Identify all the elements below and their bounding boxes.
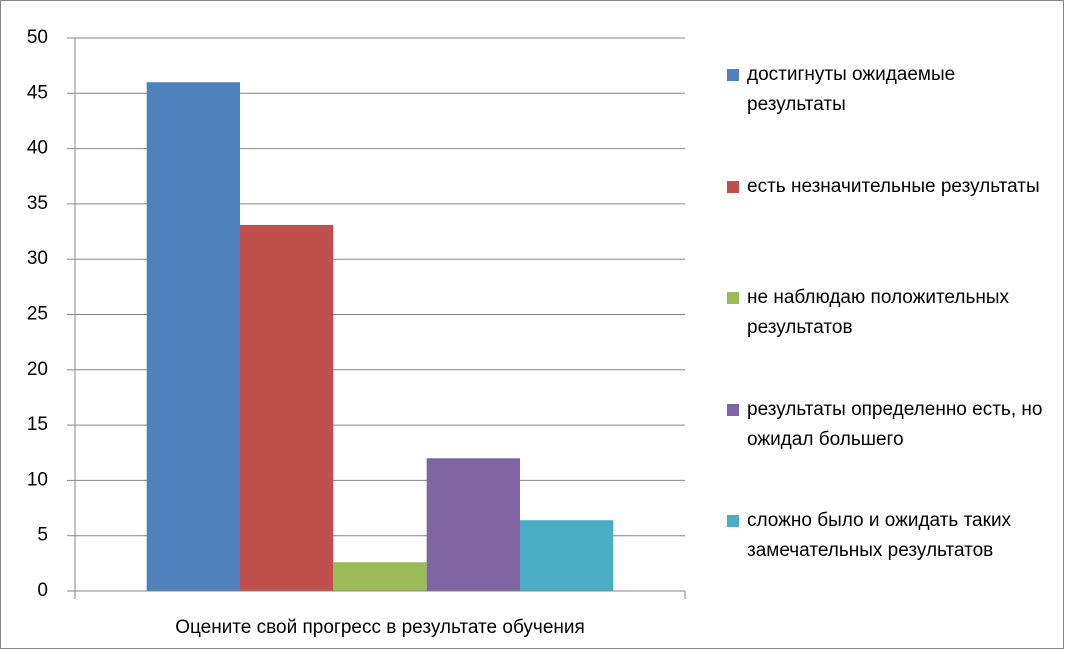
y-tick-label: 15 bbox=[27, 414, 48, 435]
legend-label: не наблюдаю положительных результатов bbox=[747, 287, 1010, 338]
x-tick-label: Оцените свой прогресс в результате обуче… bbox=[175, 617, 585, 638]
y-tick-label: 30 bbox=[27, 248, 48, 269]
legend: достигнуты ожидаемые результаты есть незн… bbox=[727, 60, 1057, 618]
bar bbox=[426, 458, 520, 591]
y-tick-label: 5 bbox=[37, 525, 48, 546]
bar bbox=[240, 224, 334, 591]
legend-swatch bbox=[727, 180, 739, 193]
legend-label: результаты определенно есть, но ожидал б… bbox=[747, 398, 1043, 450]
legend-swatch bbox=[727, 292, 739, 304]
bar bbox=[519, 520, 614, 591]
y-tick-label: 40 bbox=[27, 138, 48, 159]
y-tick-label: 50 bbox=[27, 27, 48, 48]
y-tick-label: 25 bbox=[27, 304, 48, 325]
legend-swatch bbox=[727, 69, 739, 81]
legend-swatch bbox=[727, 515, 739, 527]
bar bbox=[146, 82, 241, 592]
y-tick-label: 35 bbox=[27, 193, 48, 214]
y-tick-label: 10 bbox=[27, 469, 48, 490]
legend-item: результаты определенно есть, но ожидал б… bbox=[727, 395, 1057, 507]
legend-label: сложно было и ожидать таких замечательны… bbox=[747, 510, 1012, 561]
legend-item: сложно было и ожидать таких замечательны… bbox=[727, 506, 1057, 618]
legend-label: есть незначительные результаты bbox=[747, 175, 1040, 197]
legend-item: не наблюдаю положительных результатов bbox=[727, 283, 1057, 395]
legend-item: достигнуты ожидаемые результаты bbox=[727, 60, 1057, 172]
y-tick-label: 45 bbox=[27, 82, 48, 103]
bar bbox=[333, 562, 427, 591]
y-tick-label: 0 bbox=[37, 580, 48, 601]
legend-item: есть незначительные результаты bbox=[727, 172, 1057, 284]
y-tick-label: 20 bbox=[27, 359, 48, 380]
legend-swatch bbox=[727, 403, 739, 416]
legend-label: достигнуты ожидаемые результаты bbox=[747, 64, 956, 115]
